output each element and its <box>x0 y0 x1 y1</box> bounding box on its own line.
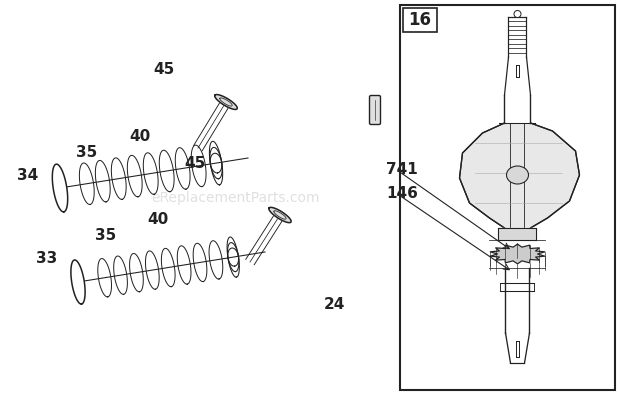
Text: 16: 16 <box>409 11 432 29</box>
Polygon shape <box>459 123 580 228</box>
FancyBboxPatch shape <box>370 96 381 124</box>
Polygon shape <box>215 94 237 109</box>
Text: 35: 35 <box>95 228 116 243</box>
Text: 40: 40 <box>148 212 169 227</box>
Polygon shape <box>269 207 291 223</box>
Text: eReplacementParts.com: eReplacementParts.com <box>151 190 320 205</box>
Text: 45: 45 <box>185 156 206 171</box>
Text: 146: 146 <box>386 186 418 201</box>
Bar <box>400 5 615 390</box>
Text: 35: 35 <box>76 145 97 160</box>
Text: 45: 45 <box>154 62 175 77</box>
Bar <box>403 8 437 32</box>
Text: 741: 741 <box>386 162 418 177</box>
Text: 40: 40 <box>129 129 150 144</box>
Ellipse shape <box>507 166 528 184</box>
Text: 33: 33 <box>36 251 57 266</box>
Text: 34: 34 <box>17 168 38 183</box>
Polygon shape <box>498 228 536 240</box>
Text: 24: 24 <box>324 297 345 312</box>
Polygon shape <box>490 244 545 264</box>
Circle shape <box>514 11 521 17</box>
